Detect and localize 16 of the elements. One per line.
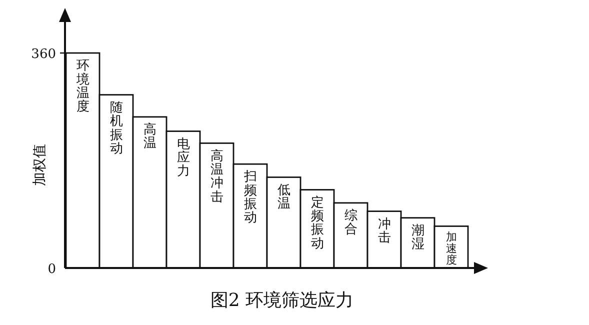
x-tick-label: 高温冲击 (210, 148, 224, 205)
x-tick-label: 高温 (143, 122, 156, 152)
y-axis-title: 加权值 (32, 144, 48, 186)
x-tick-label: 冲击 (378, 216, 391, 246)
y-tick-label: 360 (31, 47, 56, 62)
x-tick-label: 低温 (277, 182, 290, 212)
text: 图2 环境筛选应力 (210, 290, 354, 311)
x-tick-label: 综合 (344, 208, 358, 238)
x-tick-label: 潮湿 (411, 223, 424, 252)
y-tick-label: 0 (48, 262, 56, 277)
x-tick-label: 定频振动 (310, 195, 324, 252)
x-tick-label: 电应力 (176, 136, 190, 180)
x-tick-label: 扫频振动 (242, 170, 257, 226)
x-tick-label: 随机振动 (110, 100, 123, 156)
x-tick-label: 环境温度 (75, 58, 90, 115)
x-tick-label: 加速度 (446, 230, 457, 266)
